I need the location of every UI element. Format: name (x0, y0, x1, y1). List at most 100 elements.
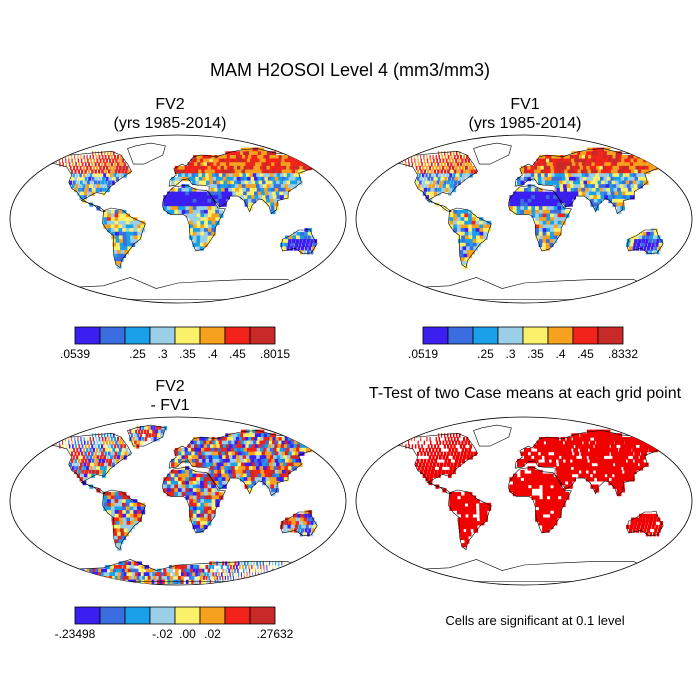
map-cell (563, 473, 569, 478)
map-cell (267, 444, 274, 449)
map-cell (543, 444, 548, 449)
map-cell (158, 426, 162, 431)
map-cell (266, 565, 268, 570)
map-cell (107, 502, 112, 508)
map-cell (303, 437, 311, 442)
map-cell (624, 169, 631, 174)
map-cell (100, 180, 105, 185)
map-cell (302, 242, 306, 248)
map-cell (224, 184, 229, 189)
map-cell (620, 444, 627, 449)
map-cell (567, 187, 572, 193)
map-cell (190, 440, 195, 445)
map-cell (465, 521, 470, 526)
map-cell (181, 184, 186, 189)
map-cell (189, 568, 193, 573)
map-cell (464, 517, 470, 522)
map-cell (606, 447, 612, 453)
coastline-greenland (473, 142, 512, 165)
map-cell (276, 455, 283, 460)
map-cell (211, 198, 216, 204)
map-cell (107, 151, 109, 156)
map-cell (221, 158, 227, 163)
map-cell (184, 165, 189, 171)
map-cell (181, 187, 186, 193)
colorbar-swatch (597, 326, 624, 345)
map-cell (214, 447, 219, 453)
map-cell (280, 466, 287, 471)
map-cell (632, 180, 639, 185)
map-cell (178, 447, 182, 453)
map-cell (266, 480, 271, 486)
map-cell (482, 220, 488, 226)
map-cell (291, 169, 298, 174)
map-cell (281, 458, 288, 464)
map-cell (531, 202, 536, 207)
map-cell (216, 568, 219, 573)
map-cell (101, 433, 103, 438)
map-cell (453, 499, 458, 504)
map-cell (458, 242, 464, 248)
map-cell (292, 568, 294, 573)
map-cell (538, 217, 544, 222)
map-cell (92, 151, 94, 156)
map-cell (557, 155, 563, 160)
map-cell (280, 524, 284, 530)
map-cell (196, 206, 201, 211)
map-cell (140, 220, 146, 226)
map-cell (267, 187, 273, 193)
map-cell (466, 246, 471, 251)
map-cell (278, 458, 284, 464)
map-cell (247, 195, 252, 200)
map-cell (126, 242, 132, 248)
map-cell (204, 510, 209, 515)
map-cell (628, 473, 634, 478)
cb-fv1-bar (422, 326, 624, 345)
map-cell (274, 572, 276, 577)
map-cell (571, 158, 576, 163)
map-cell (275, 440, 282, 445)
map-cell (89, 466, 93, 471)
map-cell (476, 242, 482, 248)
map-cell (196, 473, 201, 478)
map-cell (249, 151, 255, 156)
map-cell (188, 173, 193, 178)
map-cell (82, 455, 86, 460)
map-cell (245, 579, 248, 584)
map-cell (234, 180, 239, 185)
map-cell (546, 224, 551, 229)
map-cell (218, 480, 223, 486)
map-cell (204, 217, 209, 222)
map-cell (465, 239, 470, 244)
map-cell (276, 195, 282, 200)
map-cell (634, 451, 641, 456)
map-cell (181, 484, 186, 489)
map-cell (262, 198, 268, 204)
map-cell (95, 437, 98, 442)
map-cell (458, 433, 461, 438)
map-cell (178, 169, 182, 174)
map-cell (274, 187, 280, 193)
map-cell (266, 202, 272, 207)
map-cell (438, 151, 440, 156)
map-cell (443, 169, 447, 174)
map-cell (185, 484, 190, 489)
map-cell (638, 517, 643, 522)
map-cell (601, 444, 607, 449)
map-cell (181, 169, 186, 174)
map-cell (219, 176, 225, 182)
map-cell (220, 572, 223, 577)
map-cell (111, 231, 116, 237)
map-cell (233, 458, 239, 464)
map-cell (239, 155, 245, 160)
map-cell (538, 224, 544, 229)
map-cell (269, 447, 276, 453)
map-cell (214, 437, 220, 442)
map-cell (185, 213, 190, 218)
map-cell (449, 213, 454, 218)
map-cell (516, 187, 521, 193)
map-cell (558, 158, 564, 163)
map-cell (167, 576, 171, 581)
map-cell (527, 169, 532, 174)
map-cell (137, 506, 142, 511)
